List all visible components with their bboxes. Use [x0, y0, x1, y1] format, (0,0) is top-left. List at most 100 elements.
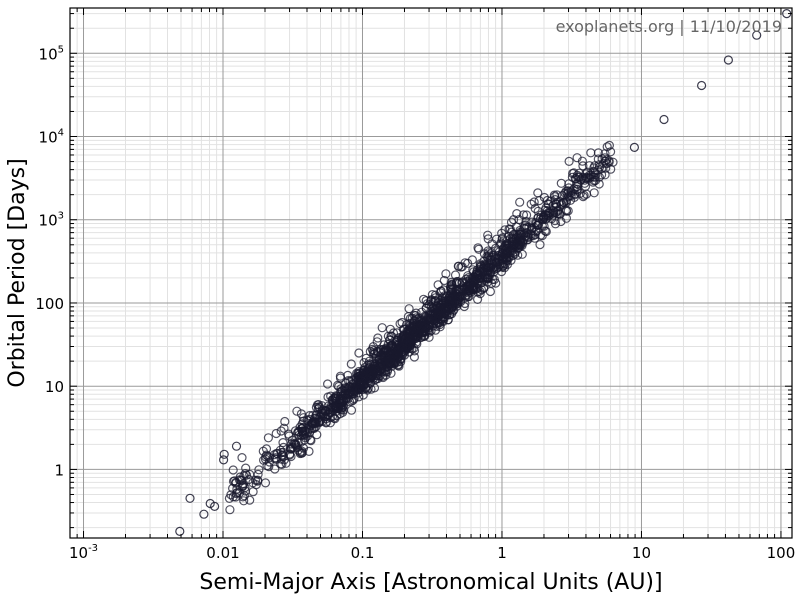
- y-tick-label: 10: [45, 378, 64, 396]
- x-tick-label: 1: [497, 544, 507, 562]
- data-point: [264, 457, 274, 467]
- data-point: [297, 426, 307, 436]
- data-point: [276, 426, 286, 436]
- data-point: [250, 475, 261, 485]
- data-point: [564, 156, 574, 166]
- y-tick-label-exponent: 3: [58, 211, 64, 222]
- data-point: [409, 326, 419, 336]
- data-point: [385, 324, 395, 334]
- data-point: [548, 205, 558, 216]
- data-point: [515, 229, 526, 239]
- data-point: [484, 272, 494, 282]
- data-point: [199, 509, 209, 519]
- data-point: [604, 140, 615, 150]
- data-point: [312, 400, 323, 410]
- data-point: [445, 299, 455, 309]
- data-point: [373, 333, 383, 343]
- data-point: [372, 337, 382, 347]
- data-point: [629, 142, 640, 152]
- data-point: [276, 447, 286, 458]
- data-point: [358, 369, 368, 379]
- data-point: [231, 441, 242, 451]
- data-point: [418, 326, 429, 336]
- y-tick-label-base: 10: [39, 129, 58, 147]
- data-point: [659, 114, 669, 125]
- data-point: [298, 443, 309, 453]
- data-point: [280, 416, 290, 427]
- data-point: [468, 273, 478, 284]
- data-point: [271, 428, 281, 439]
- data-point: [346, 359, 356, 369]
- data-point: [386, 340, 396, 350]
- x-tick-label: 0.1: [351, 544, 375, 562]
- data-point: [405, 333, 415, 343]
- data-point: [429, 305, 439, 315]
- data-point: [359, 358, 369, 368]
- data-point: [559, 198, 569, 208]
- data-point: [427, 290, 437, 300]
- data-point: [723, 55, 734, 65]
- data-point: [225, 505, 235, 515]
- y-tick-label: 100: [35, 295, 64, 313]
- data-point: [586, 170, 596, 180]
- data-point: [441, 269, 451, 279]
- data-point: [293, 437, 303, 448]
- x-tick-label-exponent: -3: [88, 543, 98, 554]
- data-point: [446, 277, 456, 287]
- x-tick-label: 10: [632, 544, 651, 562]
- data-point: [521, 216, 531, 226]
- y-tick-label-exponent: 5: [58, 44, 64, 55]
- data-point: [501, 245, 512, 255]
- data-point: [231, 488, 241, 499]
- data-point: [534, 196, 544, 206]
- data-point: [486, 255, 496, 265]
- data-point: [421, 296, 431, 306]
- data-point: [263, 433, 273, 443]
- data-point: [237, 453, 247, 463]
- data-point: [312, 430, 322, 440]
- data-point: [385, 345, 396, 355]
- data-point: [450, 270, 461, 280]
- data-point: [486, 262, 496, 272]
- data-point: [361, 353, 371, 363]
- data-point: [470, 285, 480, 295]
- data-point: [561, 196, 571, 206]
- data-point: [226, 490, 236, 500]
- data-point: [521, 210, 532, 220]
- data-point: [444, 303, 454, 313]
- plot-frame: [69, 7, 793, 539]
- data-point: [475, 286, 485, 296]
- data-point: [300, 429, 310, 439]
- data-point: [446, 305, 456, 315]
- data-point: [580, 181, 591, 191]
- data-point: [592, 165, 603, 175]
- data-point: [381, 343, 391, 353]
- data-point: [175, 526, 185, 537]
- data-point: [600, 170, 610, 180]
- data-point: [569, 168, 579, 178]
- data-point: [308, 410, 318, 420]
- data-point: [446, 289, 456, 299]
- data-point: [555, 196, 565, 207]
- data-point: [530, 203, 540, 214]
- data-point: [517, 249, 527, 259]
- data-point: [376, 344, 386, 354]
- data-point: [515, 197, 525, 207]
- data-point: [540, 226, 550, 236]
- y-axis-title: Orbital Period [Days]: [5, 158, 30, 387]
- data-point: [228, 465, 238, 475]
- data-point: [579, 175, 590, 185]
- data-point: [475, 262, 485, 272]
- data-point: [537, 231, 547, 241]
- data-point: [219, 455, 229, 465]
- data-point: [439, 275, 449, 286]
- data-point: [572, 185, 582, 195]
- data-point: [270, 464, 280, 474]
- data-point: [409, 310, 419, 320]
- data-point: [497, 233, 507, 243]
- y-tick-label-base: 10: [39, 45, 58, 63]
- data-point: [254, 465, 264, 475]
- minor-grid: [69, 8, 792, 538]
- x-tick-label-base: 10: [69, 544, 88, 562]
- data-point: [481, 263, 491, 273]
